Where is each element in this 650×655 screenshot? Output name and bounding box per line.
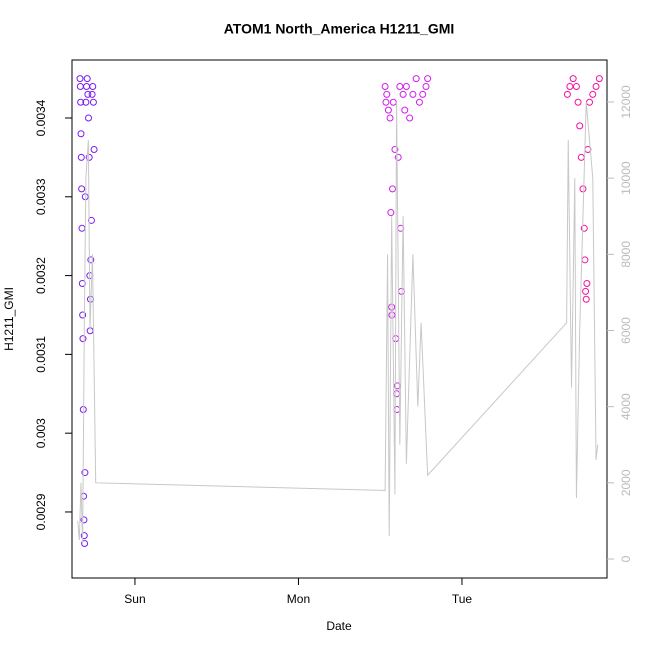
point — [79, 311, 87, 319]
y2-tick-label: 4000 — [619, 393, 633, 420]
point — [419, 90, 427, 98]
point — [77, 153, 85, 161]
point — [399, 90, 407, 98]
y-tick-label: 0.0029 — [34, 493, 48, 530]
point — [388, 311, 396, 319]
point — [388, 303, 396, 311]
chart-title: ATOM1 North_America H1211_GMI — [224, 21, 455, 37]
point — [387, 209, 395, 217]
point — [79, 335, 87, 343]
point — [382, 98, 390, 106]
point — [563, 90, 571, 98]
point — [384, 106, 392, 114]
point — [415, 98, 423, 106]
point — [422, 82, 430, 90]
point — [89, 98, 97, 106]
point — [81, 469, 89, 477]
point — [396, 82, 404, 90]
point — [595, 75, 603, 83]
y2-tick-label: 10000 — [619, 161, 633, 195]
y-axis-label: H1211_GMI — [2, 287, 16, 351]
x-tick-label: Mon — [287, 592, 310, 606]
point — [90, 146, 98, 154]
point — [409, 90, 417, 98]
point — [88, 90, 96, 98]
y2-tick-label: 2000 — [619, 469, 633, 496]
point — [574, 98, 582, 106]
point — [80, 516, 88, 524]
point — [87, 216, 95, 224]
point — [394, 153, 402, 161]
point — [424, 75, 432, 83]
point — [85, 153, 93, 161]
x-axis-label: Date — [326, 619, 352, 633]
point — [569, 75, 577, 83]
point — [386, 114, 394, 122]
point — [78, 279, 86, 287]
point — [566, 82, 574, 90]
point — [89, 82, 97, 90]
point — [76, 75, 84, 83]
altitude-line — [77, 101, 599, 544]
y2-tick-label: 0 — [619, 555, 633, 562]
y-tick-label: 0.0033 — [34, 178, 48, 215]
point — [572, 82, 580, 90]
point — [78, 185, 86, 193]
y-tick-label: 0.0034 — [34, 99, 48, 136]
point — [83, 75, 91, 83]
x-tick-label: Sun — [124, 592, 145, 606]
point — [582, 295, 590, 303]
point — [388, 185, 396, 193]
y-tick-label: 0.0031 — [34, 336, 48, 373]
point — [580, 224, 588, 232]
point — [402, 82, 410, 90]
point — [406, 114, 414, 122]
point — [85, 114, 93, 122]
point — [77, 98, 85, 106]
y2-tick-label: 8000 — [619, 241, 633, 268]
point — [383, 90, 391, 98]
point — [589, 90, 597, 98]
point — [592, 82, 600, 90]
point — [87, 256, 95, 264]
point — [579, 185, 587, 193]
plot-box — [71, 59, 608, 579]
point — [576, 122, 584, 130]
point — [81, 539, 89, 547]
y2-tick-label: 12000 — [619, 85, 633, 119]
point — [82, 98, 90, 106]
point — [412, 75, 420, 83]
point — [401, 106, 409, 114]
y-tick-label: 0.0032 — [34, 257, 48, 294]
point — [84, 90, 92, 98]
y-tick-label: 0.003 — [34, 418, 48, 448]
point — [381, 82, 389, 90]
point — [391, 146, 399, 154]
x-tick-label: Tue — [452, 592, 473, 606]
point — [77, 130, 85, 138]
point — [583, 279, 591, 287]
y2-tick-label: 6000 — [619, 317, 633, 344]
point — [582, 287, 590, 295]
point — [80, 532, 88, 540]
